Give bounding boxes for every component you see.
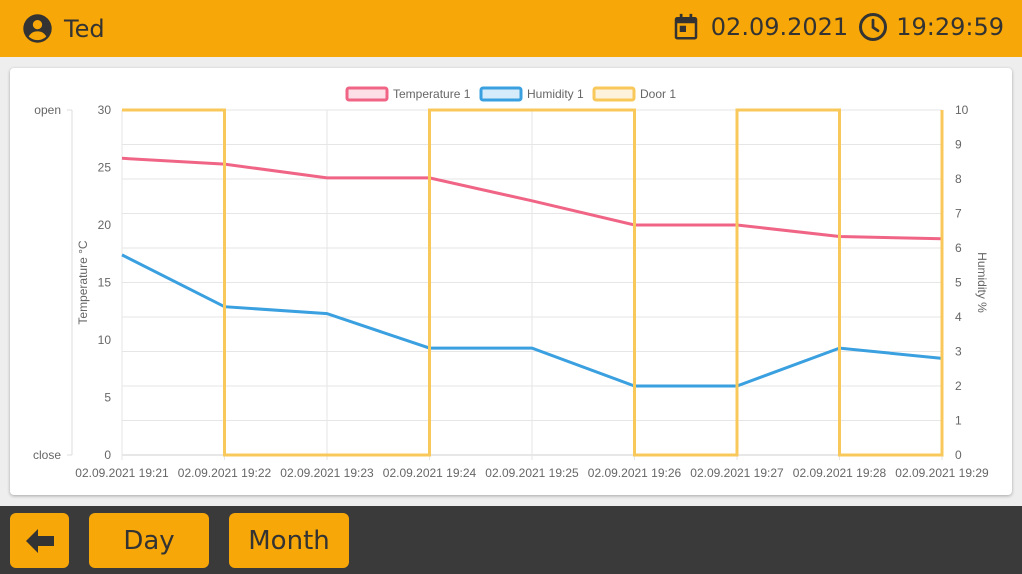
door-tick-label: open — [34, 103, 61, 117]
humidity-tick-label: 9 — [955, 138, 962, 152]
arrow-left-icon — [25, 528, 54, 553]
chart-card: open close 0 5 10 15 20 25 30 0 1 2 3 4 5 6 7 8 9 10 02.09.2… — [10, 68, 1012, 495]
temperature-tick-label: 15 — [98, 276, 112, 290]
temperature-tick-label: 20 — [98, 218, 112, 232]
humidity-tick-label: 6 — [955, 241, 962, 255]
x-tick-label: 02.09.2021 19:24 — [383, 466, 477, 480]
day-button[interactable]: Day — [89, 513, 209, 568]
legend-swatch — [345, 86, 389, 102]
top-bar: Ted 02.09.2021 19:29:59 — [0, 0, 1022, 57]
legend-label: Humidity 1 — [527, 87, 584, 101]
humidity-tick-label: 4 — [955, 310, 962, 324]
content-area: open close 0 5 10 15 20 25 30 0 1 2 3 4 5 6 7 8 9 10 02.09.2… — [0, 57, 1022, 506]
x-tick-label: 02.09.2021 19:29 — [895, 466, 989, 480]
x-tick-label: 02.09.2021 19:22 — [178, 466, 272, 480]
sensor-chart: open close 0 5 10 15 20 25 30 0 1 2 3 4 5 6 7 8 9 10 02.09.2… — [33, 86, 989, 480]
bottom-bar: Day Month — [0, 506, 1022, 574]
temperature-tick-label: 10 — [98, 333, 112, 347]
humidity-tick-label: 7 — [955, 207, 962, 221]
x-tick-label: 02.09.2021 19:28 — [793, 466, 887, 480]
legend-label: Temperature 1 — [393, 87, 471, 101]
humidity-tick-label: 1 — [955, 414, 962, 428]
temperature-tick-label: 5 — [104, 391, 111, 405]
humidity-tick-label: 8 — [955, 172, 962, 186]
series-line-humidity-1 — [121, 253, 943, 388]
x-tick-label: 02.09.2021 19:25 — [485, 466, 579, 480]
x-tick-label: 02.09.2021 19:26 — [588, 466, 682, 480]
calendar-icon — [674, 13, 698, 40]
account-circle-icon — [23, 14, 52, 43]
current-date: 02.09.2021 — [710, 13, 849, 41]
user-name: Ted — [64, 14, 105, 43]
user-info: Ted — [22, 13, 105, 44]
series-line-temperature-1 — [121, 156, 943, 241]
humidity-tick-label: 0 — [955, 448, 962, 462]
temperature-axis-title: Temperature °C — [76, 240, 90, 324]
x-tick-label: 02.09.2021 19:21 — [75, 466, 169, 480]
clock-icon — [859, 13, 888, 41]
back-button[interactable] — [10, 513, 69, 568]
date-time: 02.09.2021 19:29:59 — [671, 12, 1004, 42]
legend-swatch — [479, 86, 523, 102]
humidity-tick-label: 5 — [955, 276, 962, 290]
temperature-tick-label: 30 — [98, 103, 112, 117]
series-line-door-1 — [122, 108, 944, 457]
door-tick-label: close — [33, 448, 61, 462]
month-button[interactable]: Month — [229, 513, 349, 568]
humidity-tick-label: 10 — [955, 103, 969, 117]
x-tick-label: 02.09.2021 19:23 — [280, 466, 374, 480]
temperature-tick-label: 0 — [104, 448, 111, 462]
legend-swatch — [592, 86, 636, 102]
legend-label: Door 1 — [640, 87, 676, 101]
x-tick-label: 02.09.2021 19:27 — [690, 466, 784, 480]
temperature-tick-label: 25 — [98, 161, 112, 175]
current-time: 19:29:59 — [896, 13, 1004, 41]
humidity-tick-label: 2 — [955, 379, 962, 393]
humidity-axis-title: Humidity % — [975, 252, 989, 313]
humidity-tick-label: 3 — [955, 345, 962, 359]
